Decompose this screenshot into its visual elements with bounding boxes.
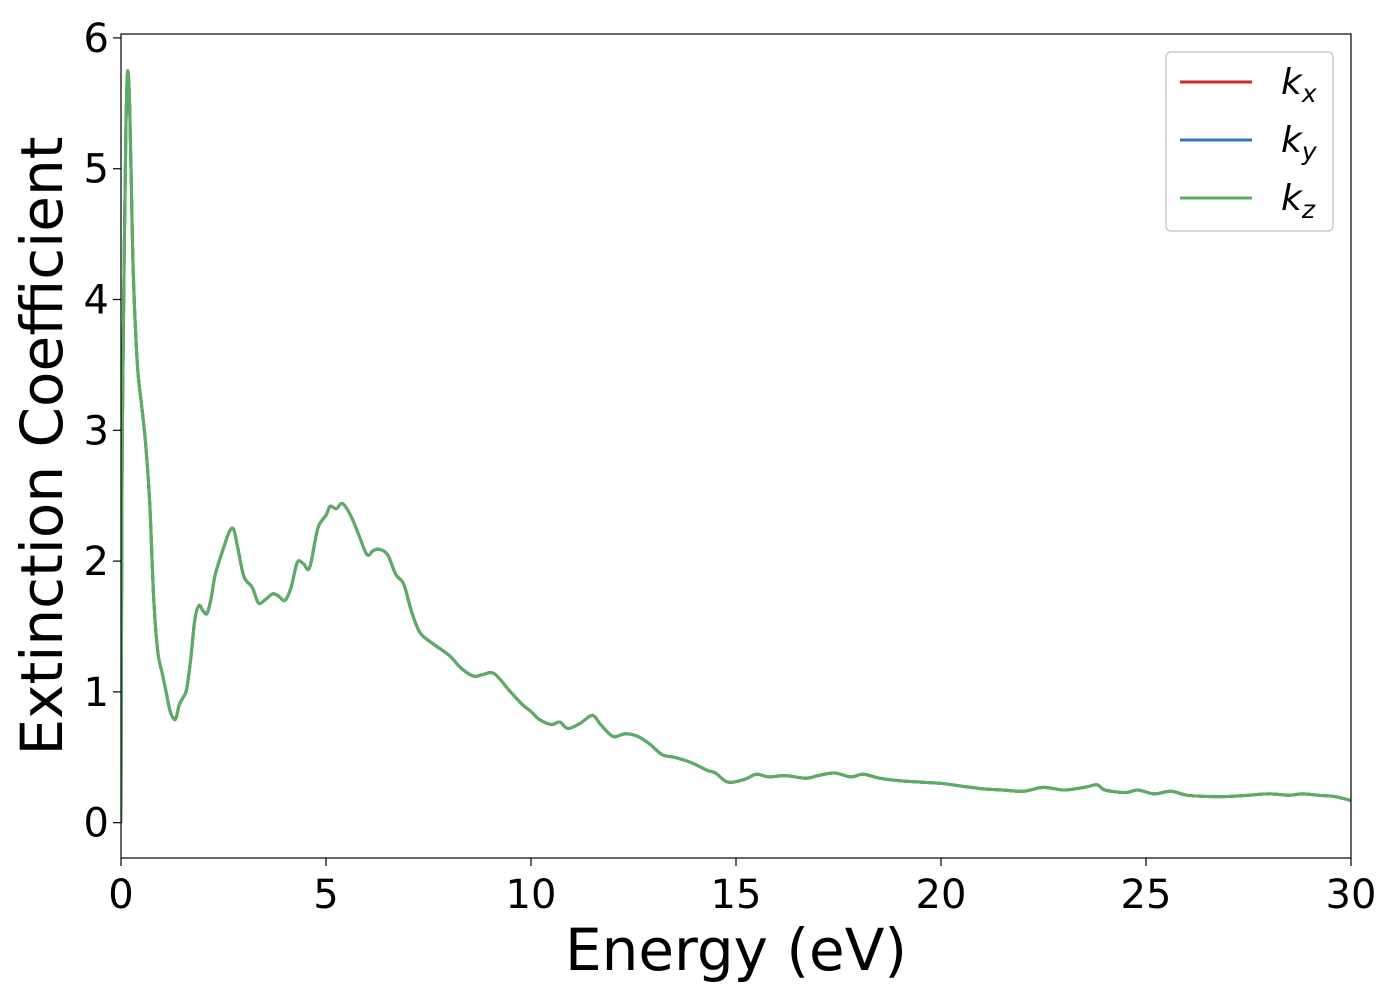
y-axis-title: Extinction Coefficient bbox=[8, 137, 76, 756]
x-tick-label: 10 bbox=[506, 872, 557, 918]
legend: kx ky kz bbox=[1165, 51, 1334, 232]
x-tick-label: 30 bbox=[1326, 872, 1377, 918]
x-tick-label: 15 bbox=[711, 872, 762, 918]
y-tick-label: 0 bbox=[84, 801, 109, 847]
y-tick-label: 5 bbox=[84, 147, 109, 193]
series-line-kz bbox=[121, 69, 1351, 823]
legend-label-kz: kz bbox=[1281, 178, 1316, 224]
y-tick-label: 3 bbox=[84, 408, 109, 454]
x-tick-label: 0 bbox=[108, 872, 133, 918]
legend-label-ky: ky bbox=[1281, 120, 1318, 166]
x-tick-label: 5 bbox=[313, 872, 338, 918]
x-tick-label: 20 bbox=[916, 872, 967, 918]
x-axis-title: Energy (eV) bbox=[565, 916, 907, 984]
y-tick-label: 4 bbox=[84, 278, 109, 324]
x-axis: 0 5 10 15 20 25 30 bbox=[108, 858, 1376, 918]
y-tick-label: 1 bbox=[84, 670, 109, 716]
y-axis: 0 1 2 3 4 5 6 bbox=[84, 16, 121, 847]
y-tick-label: 6 bbox=[84, 16, 109, 62]
y-tick-label: 2 bbox=[84, 539, 109, 585]
legend-label-kx: kx bbox=[1281, 62, 1317, 108]
series-curves bbox=[121, 69, 1351, 823]
x-tick-label: 25 bbox=[1121, 872, 1172, 918]
